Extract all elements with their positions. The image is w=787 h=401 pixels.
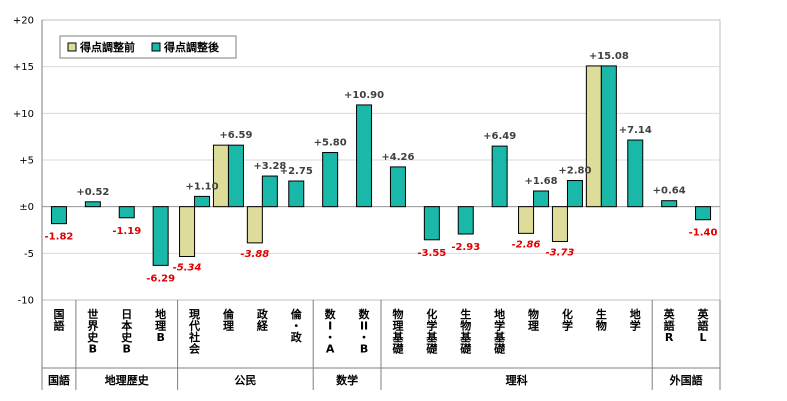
bar-before-adjustment <box>585 65 602 208</box>
legend-swatch <box>67 42 77 52</box>
x-category-label: 物理基礎 <box>391 307 404 356</box>
x-category-label: 化学 <box>562 307 573 333</box>
x-category-label: 地学 <box>630 307 641 333</box>
data-label-before: -5.34 <box>173 263 202 274</box>
legend-swatch <box>151 42 161 52</box>
legend: 得点調整前 得点調整後 <box>59 35 237 59</box>
x-category-label: 生物基礎 <box>459 307 472 356</box>
bar-after-adjustment <box>600 65 617 208</box>
bar-after-adjustment <box>627 139 644 208</box>
data-label-before: -3.73 <box>546 247 575 258</box>
data-label-after: +1.10 <box>186 181 219 192</box>
bar-before-adjustment <box>246 206 263 244</box>
x-category-label: 数 I ・ A <box>325 307 337 356</box>
bar-after-adjustment <box>491 145 508 208</box>
group-label: 理科 <box>506 373 528 387</box>
x-category-label: 化学基礎 <box>425 307 438 356</box>
data-label-after: -6.29 <box>146 273 175 284</box>
bar-after-adjustment <box>356 104 373 208</box>
data-label-after: -1.19 <box>112 226 141 237</box>
bar-after-adjustment <box>118 206 135 219</box>
x-category-label: 政経 <box>257 307 269 333</box>
group-label: 数学 <box>336 373 358 387</box>
x-category-label: 現代社会 <box>188 308 201 356</box>
data-label-after: -3.55 <box>417 248 446 259</box>
data-label-after: +1.68 <box>525 176 558 187</box>
bar-after-adjustment <box>288 180 305 208</box>
group-label: 国語 <box>48 373 70 387</box>
x-category-label: 生物 <box>596 307 607 333</box>
bar-after-adjustment <box>661 200 678 208</box>
data-label-after: +0.64 <box>653 186 686 197</box>
legend-box <box>59 35 237 59</box>
x-category-label: 地学基礎 <box>493 307 506 356</box>
x-category-label: 国語 <box>53 308 64 333</box>
y-axis: -10 -5 ±0 +5 +10 +15 +20 <box>13 16 43 307</box>
group-label: 外国語 <box>669 373 703 387</box>
x-category-label: 倫・政 <box>291 307 303 344</box>
bar-after-adjustment <box>194 195 211 208</box>
bar-after-adjustment <box>261 175 278 208</box>
data-label-after: -1.40 <box>689 228 718 239</box>
y-tick-label: ±0 <box>19 202 34 213</box>
data-label-after: +5.80 <box>314 138 347 149</box>
bar-after-adjustment <box>695 206 712 221</box>
data-label-before: -3.88 <box>240 249 269 260</box>
y-tick-label: +5 <box>19 156 34 167</box>
bar-before-adjustment <box>179 206 196 258</box>
x-category-label: 英語 L <box>697 307 710 344</box>
legend-label: 得点調整後 <box>163 40 220 54</box>
y-tick-label: +10 <box>13 109 34 120</box>
y-tick-label: -5 <box>24 249 34 260</box>
group-label: 地理歴史 <box>105 373 150 387</box>
bar-before-adjustment <box>212 144 229 208</box>
legend-label: 得点調整前 <box>79 40 135 54</box>
data-label-after: +2.75 <box>280 166 313 177</box>
data-label-after: -2.93 <box>451 242 480 253</box>
category-groups: 国語 地理歴史 公民 数学 理科 外国語 <box>41 300 721 390</box>
y-tick-label: +15 <box>13 62 34 73</box>
bar-after-adjustment <box>457 206 474 235</box>
x-category-label: 数 II ・ B <box>359 307 371 356</box>
bar-after-adjustment <box>84 201 101 208</box>
bar-before-adjustment <box>518 206 535 234</box>
data-label-after: +0.52 <box>76 187 109 198</box>
data-label-after: +3.28 <box>253 161 286 172</box>
data-label-after: +6.59 <box>219 130 252 141</box>
x-category-label: 倫理 <box>223 307 235 333</box>
data-label-after: +6.49 <box>483 131 516 142</box>
x-category-label: 地理 B <box>155 307 166 344</box>
data-label-before: -2.86 <box>512 239 541 250</box>
bars <box>50 65 712 266</box>
data-labels: -1.82 +0.52 -1.19 -6.29 +1.10 -5.34 +6.59 +3.28… <box>45 51 718 284</box>
bar-after-adjustment <box>533 190 550 208</box>
data-label-after: +2.80 <box>558 166 591 177</box>
y-tick-label: +20 <box>13 16 34 27</box>
bar-after-adjustment <box>50 206 67 225</box>
bar-after-adjustment <box>566 180 583 208</box>
bar-after-adjustment <box>152 206 169 266</box>
x-category-label: 世界史 B <box>87 307 99 356</box>
bar-before-adjustment <box>551 206 568 242</box>
data-label-after: -1.82 <box>45 232 74 243</box>
bar-after-adjustment <box>227 144 244 208</box>
data-label-after: +15.08 <box>589 51 629 62</box>
y-tick-label: -10 <box>18 296 34 307</box>
x-category-label: 英語 R <box>663 307 676 344</box>
data-label-after: +7.14 <box>619 125 652 136</box>
bar-after-adjustment <box>423 206 440 241</box>
bar-after-adjustment <box>322 152 339 208</box>
group-label: 公民 <box>234 374 256 387</box>
bar-after-adjustment <box>389 166 406 208</box>
x-category-label: 物理 <box>528 307 539 333</box>
x-category-label: 日本史 B <box>121 308 133 356</box>
data-label-after: +10.90 <box>344 90 384 101</box>
data-label-after: +4.26 <box>381 152 414 163</box>
